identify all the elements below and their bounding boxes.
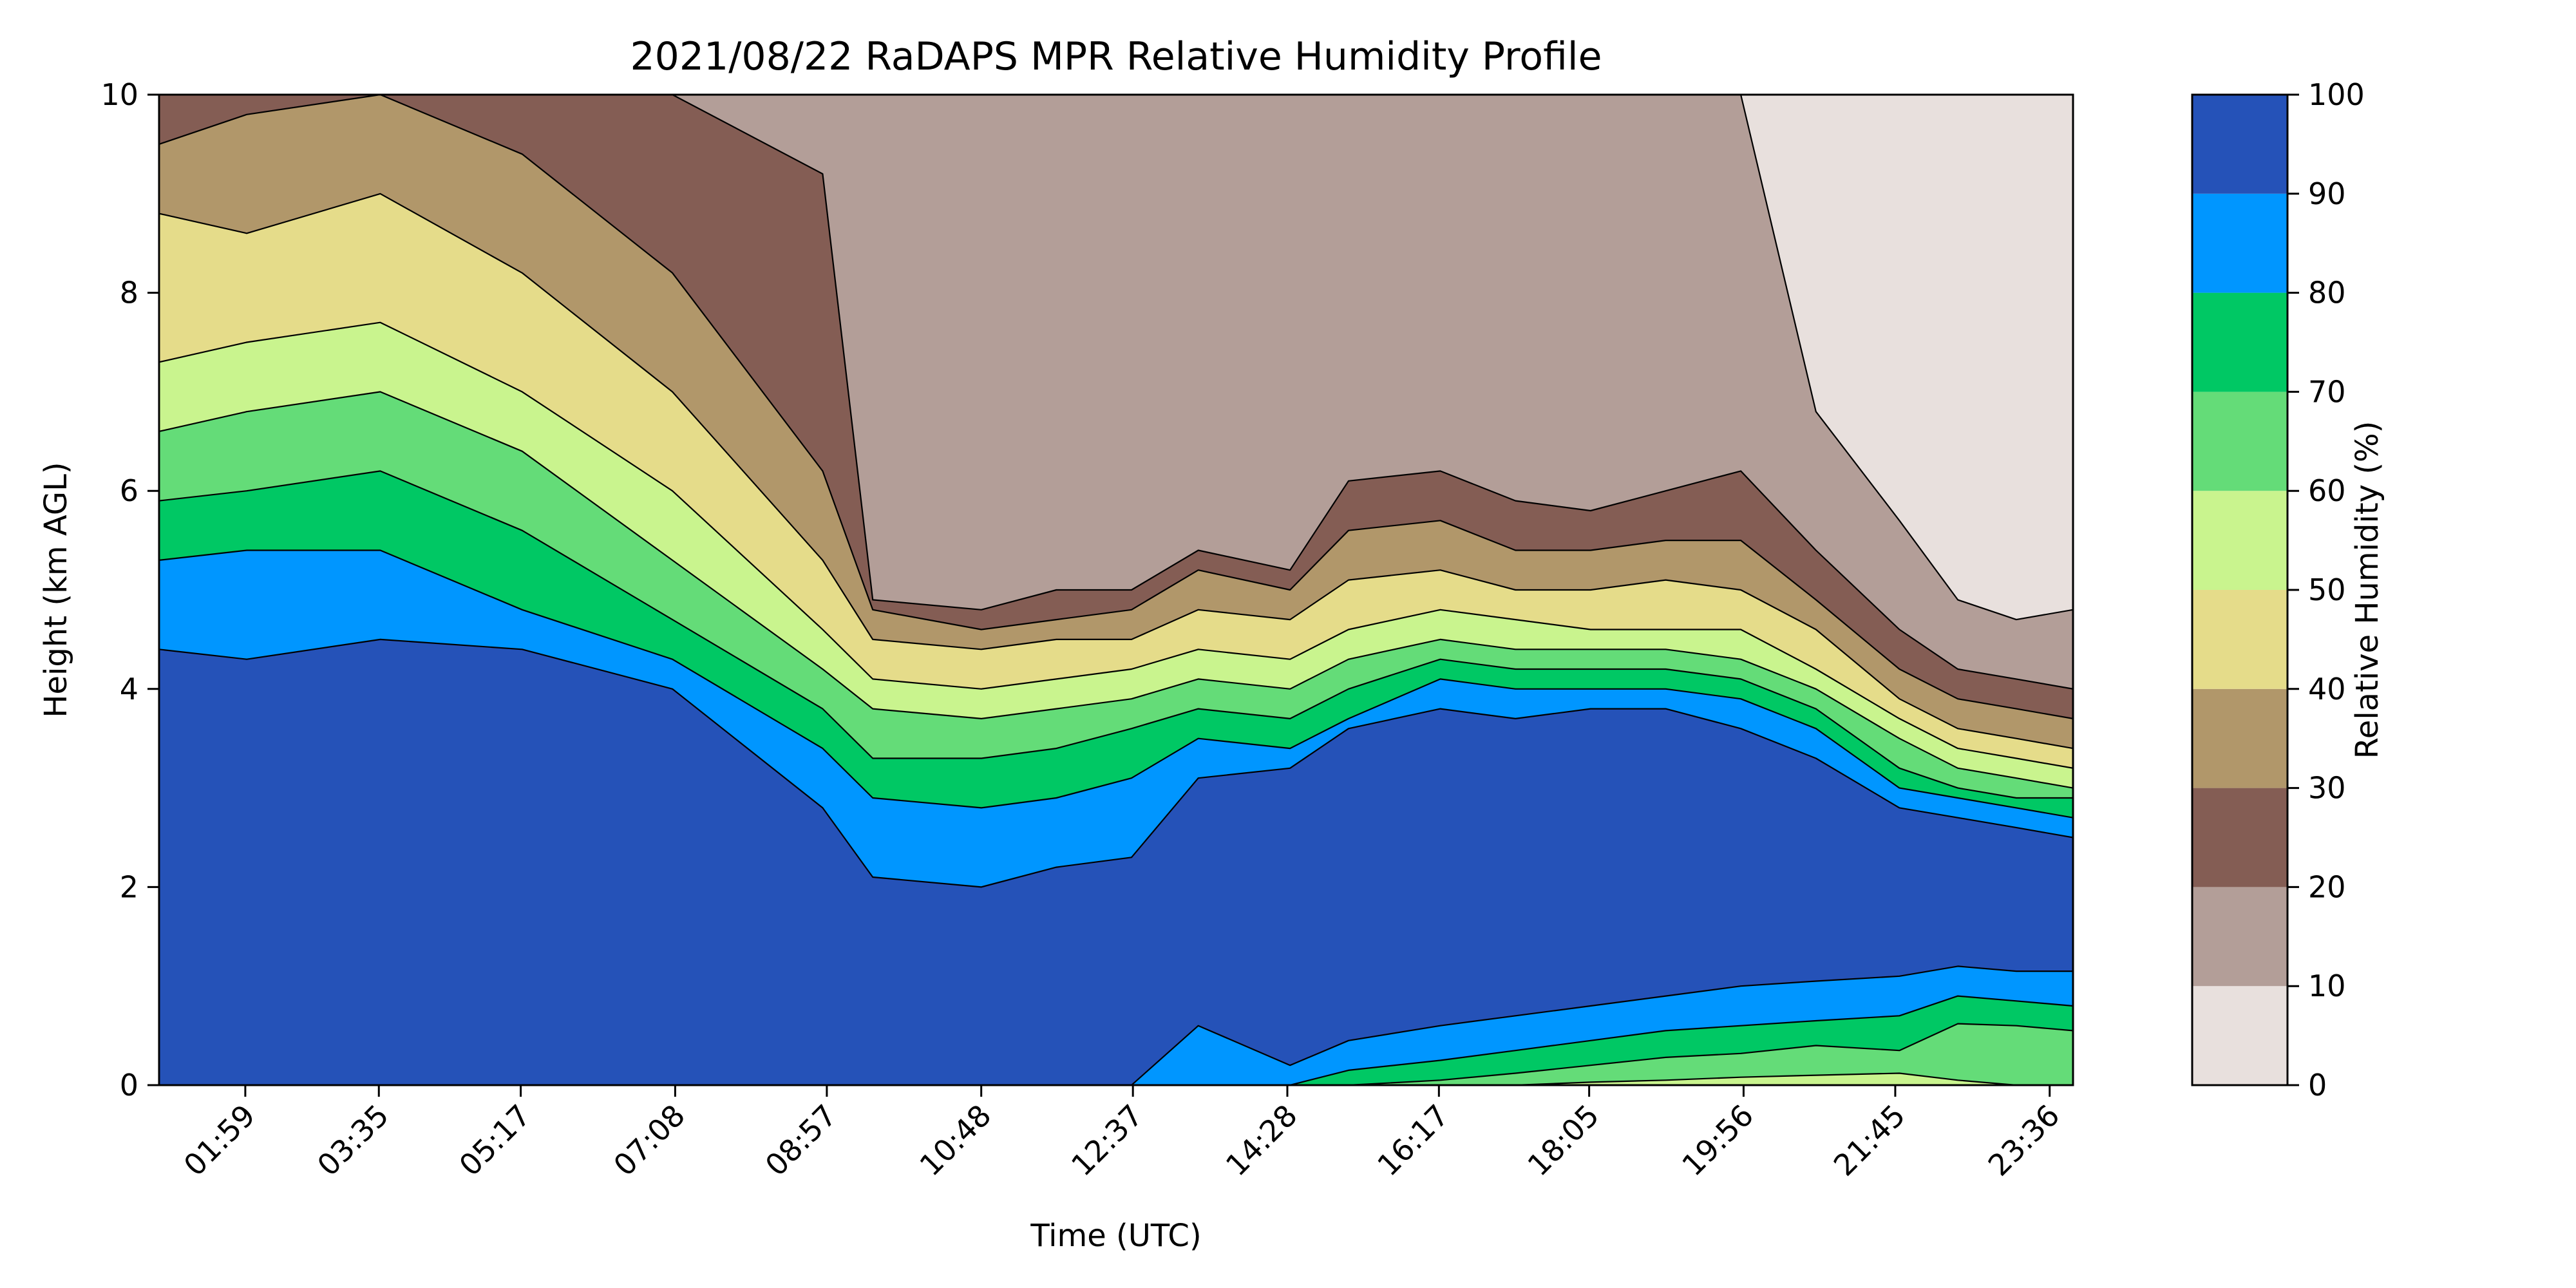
contour-line-70 xyxy=(159,470,2073,799)
x-tick-label: 23:36 xyxy=(1982,1098,2067,1183)
y-tick-label: 0 xyxy=(120,1068,138,1103)
x-tick-label: 18:05 xyxy=(1520,1098,1605,1183)
contour-line-90 xyxy=(159,638,2073,888)
y-tick-label: 2 xyxy=(120,869,138,904)
contour-line-60 xyxy=(159,391,2073,789)
colorbar-tick-label: 40 xyxy=(2308,672,2346,706)
x-tick-label: 12:37 xyxy=(1065,1098,1150,1183)
contour-line-90 xyxy=(159,965,2073,1085)
chart-title: 2021/08/22 RaDAPS MPR Relative Humidity … xyxy=(630,34,1602,79)
x-tick-label: 07:08 xyxy=(607,1098,692,1183)
colorbar-tick-label: 0 xyxy=(2308,1068,2327,1103)
colorbar-tick-label: 80 xyxy=(2308,276,2346,310)
colorbar-swatch-0 xyxy=(2192,986,2287,1085)
contour-line-50 xyxy=(159,321,2073,769)
colorbar-tick-label: 100 xyxy=(2308,77,2365,112)
colorbar-swatch-20 xyxy=(2192,788,2287,887)
colorbar-swatch-40 xyxy=(2192,590,2287,689)
contour-line-30 xyxy=(159,95,2073,719)
x-axis-label: Time (UTC) xyxy=(1030,1218,1201,1254)
contour-line-70 xyxy=(159,1023,2073,1085)
contour-line-80 xyxy=(159,549,2073,819)
colorbar-swatch-80 xyxy=(2192,193,2287,293)
contour-line-10 xyxy=(159,95,2073,621)
colorbar-swatch-90 xyxy=(2192,95,2287,194)
y-tick-label: 10 xyxy=(100,77,138,112)
x-tick-label: 08:57 xyxy=(759,1098,844,1183)
colorbar-swatch-30 xyxy=(2192,688,2287,788)
x-tick-label: 01:59 xyxy=(177,1098,262,1183)
colorbar xyxy=(2192,95,2287,1085)
plot-area xyxy=(159,95,2073,1085)
x-axis: 01:59 03:35 05:17 07:08 08:57 10:48 12:37 14:28… xyxy=(177,1085,2067,1183)
colorbar-tick-label: 60 xyxy=(2308,473,2346,508)
colorbar-tick-label: 70 xyxy=(2308,374,2346,409)
x-tick-label: 19:56 xyxy=(1675,1098,1760,1183)
colorbar-swatch-10 xyxy=(2192,887,2287,987)
x-tick-label: 03:35 xyxy=(310,1098,395,1183)
x-tick-label: 10:48 xyxy=(913,1098,998,1183)
rh-surface-layer-below-70 xyxy=(159,1023,2073,1085)
contour-line-80 xyxy=(159,995,2073,1085)
y-tick-label: 8 xyxy=(120,276,138,310)
y-axis-label: Height (km AGL) xyxy=(38,462,74,717)
x-tick-label: 21:45 xyxy=(1827,1098,1912,1183)
x-tick-label: 05:17 xyxy=(452,1098,537,1183)
colorbar-ticks: 0 10 20 30 40 50 60 70 80 90 100 xyxy=(2287,77,2365,1103)
x-tick-label: 14:28 xyxy=(1219,1098,1304,1183)
colorbar-tick-label: 10 xyxy=(2308,969,2346,1003)
colorbar-swatch-70 xyxy=(2192,292,2287,392)
contour-line-20 xyxy=(159,95,2073,690)
plot-frame xyxy=(158,93,2074,1086)
colorbar-swatch-50 xyxy=(2192,491,2287,590)
x-tick-label: 16:17 xyxy=(1370,1098,1455,1183)
y-axis: 0 2 4 6 8 10 xyxy=(100,77,159,1103)
colorbar-tick-label: 50 xyxy=(2308,573,2346,607)
colorbar-swatch-60 xyxy=(2192,392,2287,491)
contour-line-60 xyxy=(159,1072,2073,1085)
colorbar-tick-label: 90 xyxy=(2308,176,2346,211)
rh-surface-layer-below-80 xyxy=(159,996,2073,1085)
rh-band-90-plus xyxy=(159,639,2073,1085)
contour-line-40 xyxy=(159,193,2073,750)
y-tick-label: 4 xyxy=(120,672,138,706)
y-tick-label: 6 xyxy=(120,473,138,508)
colorbar-tick-label: 30 xyxy=(2308,771,2346,806)
colorbar-label: Relative Humidity (%) xyxy=(2349,421,2385,759)
colorbar-tick-label: 20 xyxy=(2308,869,2346,904)
